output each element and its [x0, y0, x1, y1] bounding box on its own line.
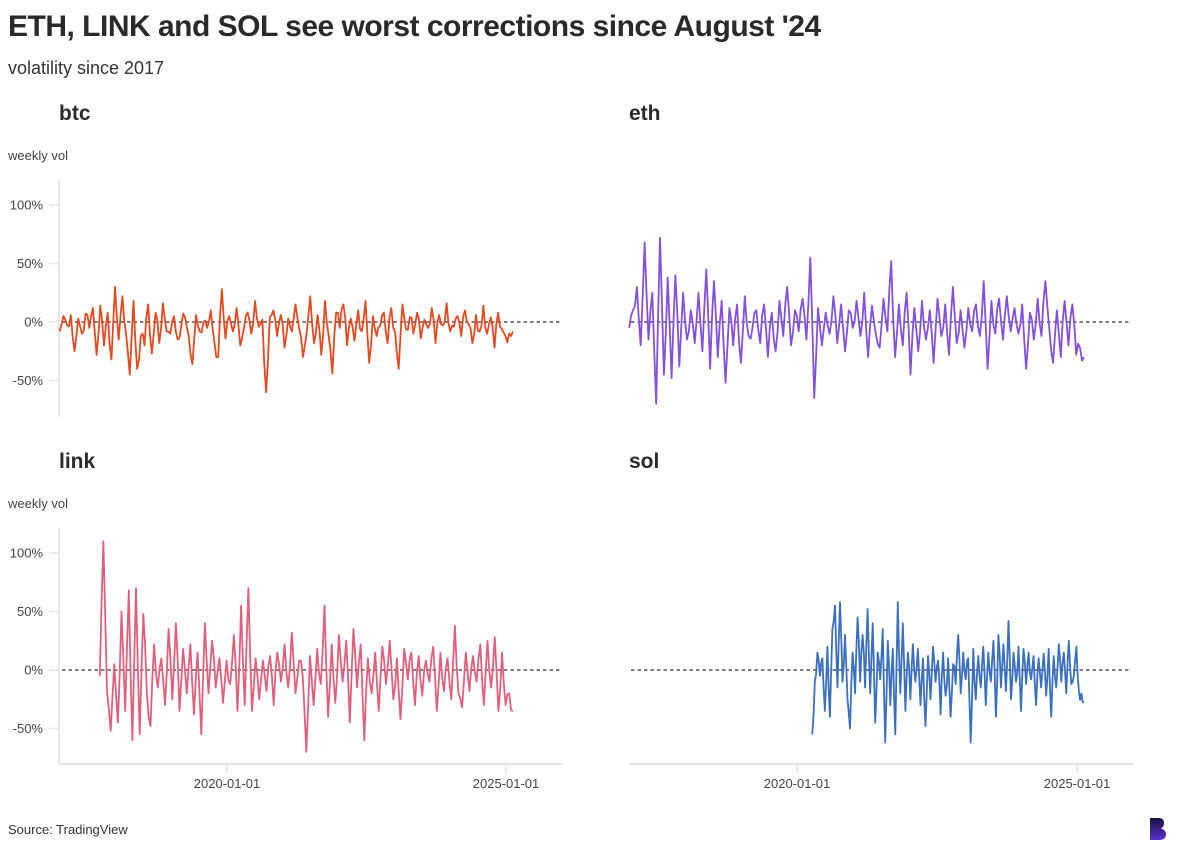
- panel-title-link: link: [59, 450, 96, 473]
- y-tick-label: -50%: [13, 373, 44, 388]
- y-tick-label: 50%: [17, 604, 43, 619]
- x-tick-label: 2020-01-01: [764, 776, 831, 791]
- panel-title-btc: btc: [59, 102, 91, 125]
- chart-subtitle: volatility since 2017: [8, 58, 165, 78]
- series-line-link: [98, 540, 514, 753]
- series-line-eth: [628, 236, 1085, 405]
- y-tick-label: 100%: [10, 546, 44, 561]
- brand-b-logo-icon: [1150, 818, 1166, 840]
- x-tick-label: 2020-01-01: [194, 776, 261, 791]
- y-tick-label: 100%: [10, 198, 44, 213]
- y-axis-label-top: weekly vol: [8, 148, 68, 163]
- x-tick-label: 2025-01-01: [473, 776, 540, 791]
- panel-link: 100% 50% 0% -50% 2020-01-01 2025-01-01: [10, 528, 562, 791]
- source-note: Source: TradingView: [8, 822, 128, 837]
- x-tick-label: 2025-01-01: [1044, 776, 1111, 791]
- y-tick-label: 0%: [24, 663, 43, 678]
- panel-eth: [628, 236, 1130, 405]
- y-tick-label: 50%: [17, 256, 43, 271]
- series-line-btc: [58, 286, 514, 394]
- chart-title: ETH, LINK and SOL see worst corrections …: [8, 10, 821, 43]
- y-tick-label: -50%: [13, 721, 44, 736]
- panel-title-eth: eth: [629, 102, 661, 125]
- panel-sol: 2020-01-01 2025-01-01: [629, 601, 1133, 791]
- panel-title-sol: sol: [629, 450, 660, 473]
- y-tick-label: 0%: [24, 315, 43, 330]
- y-axis-label-bottom: weekly vol: [8, 496, 68, 511]
- panel-btc: 100% 50% 0% -50%: [10, 180, 560, 417]
- series-line-sol: [811, 601, 1085, 744]
